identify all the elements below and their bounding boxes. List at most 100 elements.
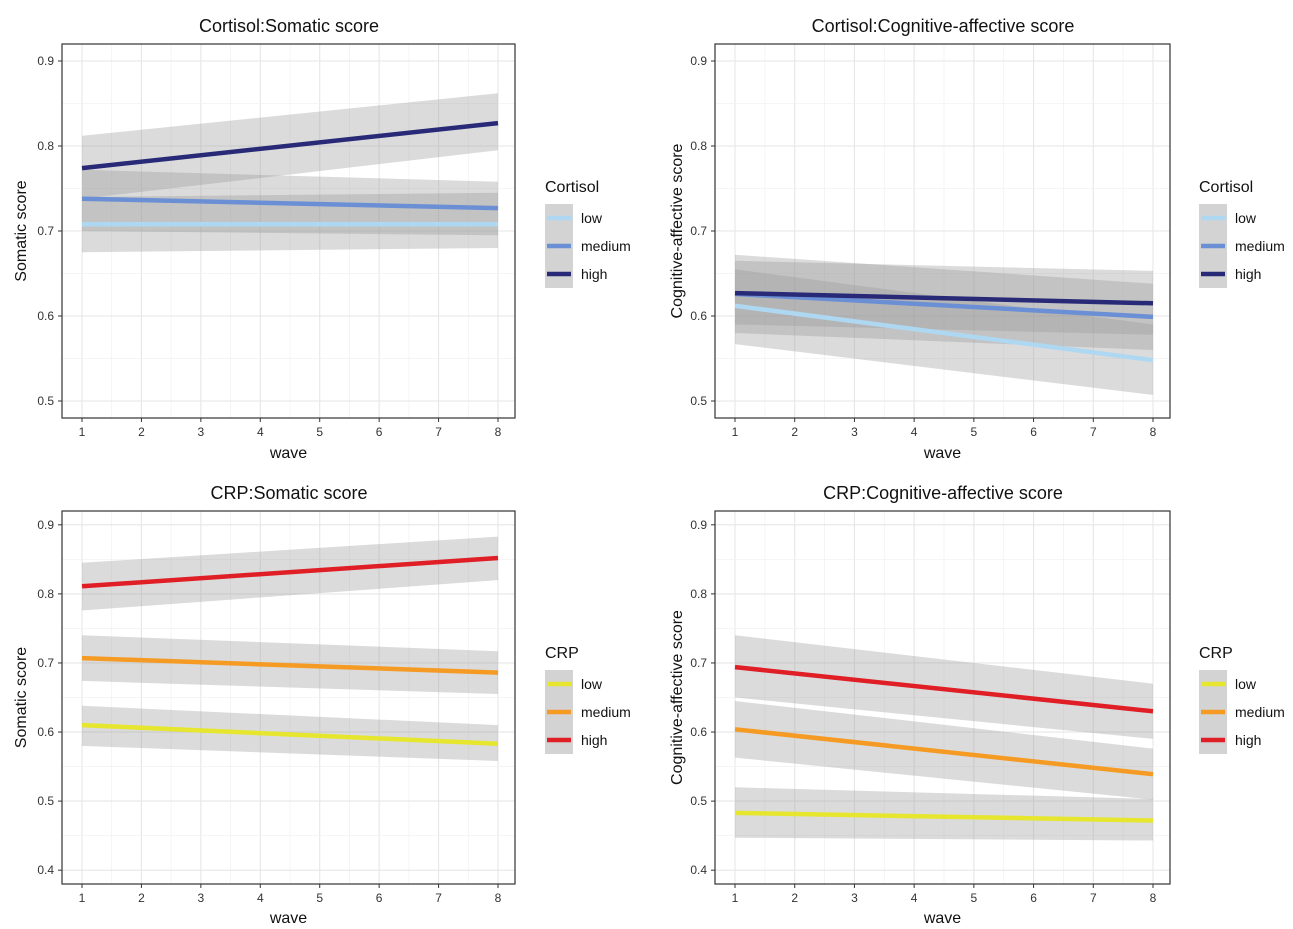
legend-title: Cortisol <box>1199 179 1253 196</box>
x-tick-label: 2 <box>791 891 798 905</box>
x-tick-label: 3 <box>198 891 205 905</box>
grid <box>62 511 515 884</box>
y-axis-label: Cognitive-affective score <box>669 143 686 318</box>
y-tick-label: 0.6 <box>690 725 707 739</box>
series-line-medium <box>734 291 1154 320</box>
y-tick-label: 0.5 <box>690 394 707 408</box>
x-axis-label: wave <box>923 445 961 462</box>
legend-label-medium: medium <box>581 238 631 254</box>
x-tick-label: 7 <box>1090 891 1097 905</box>
x-tick-label: 1 <box>732 425 739 439</box>
y-tick-label: 0.5 <box>37 394 54 408</box>
legend-label-high: high <box>1235 266 1261 282</box>
chart-panel-1: 1 2 3 4 5 6 7 8 0.5 0.6 0.7 0.8 0.9 Cortisol:Somatic … <box>13 16 631 462</box>
legend-label-high: high <box>1235 732 1261 748</box>
x-tick-label: 4 <box>911 425 918 439</box>
x-tick-label: 5 <box>971 891 978 905</box>
y-axis-label: Somatic score <box>13 180 30 281</box>
legend: Cortisol low medium high <box>1199 179 1285 288</box>
legend-label-low: low <box>1235 676 1257 692</box>
x-axis-label: wave <box>269 445 307 462</box>
x-tick-label: 4 <box>911 891 918 905</box>
y-tick-label: 0.9 <box>690 54 707 68</box>
series-line-high <box>81 120 499 171</box>
x-tick-label: 6 <box>376 425 383 439</box>
chart-panel-3: 1 2 3 4 5 6 7 8 0.4 0.5 0.6 0.7 0.8 0.9 CRP:Somatic sc… <box>13 483 631 927</box>
y-axis-label: Cognitive-affective score <box>669 610 686 785</box>
x-axis-label: wave <box>269 910 307 927</box>
x-tick-label: 8 <box>495 425 502 439</box>
confidence-band-low <box>735 787 1153 841</box>
legend-title: CRP <box>1199 645 1233 662</box>
y-tick-label: 0.9 <box>690 518 707 532</box>
legend: Cortisol low medium high <box>545 179 631 288</box>
series-line-high <box>81 555 499 589</box>
x-tick-label: 1 <box>79 891 86 905</box>
x-tick-label: 8 <box>495 891 502 905</box>
y-tick-label: 0.6 <box>37 309 54 323</box>
legend-label-medium: medium <box>581 704 631 720</box>
plot-border <box>714 510 1171 885</box>
x-tick-label: 2 <box>138 891 145 905</box>
legend-label-low: low <box>581 210 603 226</box>
plot-border <box>61 510 516 885</box>
legend-title: Cortisol <box>545 179 599 196</box>
y-tick-label: 0.6 <box>690 309 707 323</box>
legend-label-high: high <box>581 266 607 282</box>
x-tick-label: 5 <box>316 891 323 905</box>
series-line-medium <box>81 655 499 675</box>
y-tick-label: 0.7 <box>37 656 54 670</box>
x-tick-label: 3 <box>198 425 205 439</box>
series-line-low <box>734 303 1154 363</box>
x-tick-label: 8 <box>1150 891 1157 905</box>
chart-panel-4: 1 2 3 4 5 6 7 8 0.4 0.5 0.6 0.7 0.8 0.9 CRP:Cognitive-… <box>669 483 1285 927</box>
chart-title: CRP:Cognitive-affective score <box>823 483 1063 503</box>
legend-label-low: low <box>581 676 603 692</box>
x-tick-label: 7 <box>435 425 442 439</box>
x-tick-label: 7 <box>435 891 442 905</box>
legend-label-low: low <box>1235 210 1257 226</box>
grid <box>62 44 515 418</box>
x-tick-label: 6 <box>1030 891 1037 905</box>
y-tick-label: 0.8 <box>37 139 54 153</box>
y-tick-label: 0.4 <box>690 863 707 877</box>
y-tick-label: 0.7 <box>690 224 707 238</box>
confidence-band-medium <box>735 254 1153 350</box>
x-tick-label: 6 <box>1030 425 1037 439</box>
series-line-high <box>734 290 1154 306</box>
x-tick-label: 5 <box>316 425 323 439</box>
y-axis-label: Somatic score <box>13 647 30 748</box>
y-tick-label: 0.9 <box>37 518 54 532</box>
chart-title: Cortisol:Cognitive-affective score <box>812 16 1075 36</box>
y-tick-label: 0.8 <box>690 587 707 601</box>
x-tick-label: 8 <box>1150 425 1157 439</box>
x-tick-label: 7 <box>1090 425 1097 439</box>
series-line-high <box>734 664 1154 714</box>
legend-title: CRP <box>545 645 579 662</box>
x-axis-label: wave <box>923 910 961 927</box>
chart-panel-2: 1 2 3 4 5 6 7 8 0.5 0.6 0.7 0.8 0.9 Cortisol:Cognitiv… <box>669 16 1285 462</box>
x-tick-label: 1 <box>732 891 739 905</box>
y-tick-label: 0.6 <box>37 725 54 739</box>
x-tick-label: 4 <box>257 425 264 439</box>
series-line-low <box>734 810 1154 823</box>
series-line-medium <box>734 727 1154 777</box>
x-tick-label: 2 <box>791 425 798 439</box>
legend-label-medium: medium <box>1235 704 1285 720</box>
y-tick-label: 0.9 <box>37 54 54 68</box>
y-tick-label: 0.5 <box>690 794 707 808</box>
y-tick-label: 0.8 <box>37 587 54 601</box>
y-tick-label: 0.5 <box>37 794 54 808</box>
x-tick-label: 6 <box>376 891 383 905</box>
x-tick-label: 4 <box>257 891 264 905</box>
x-tick-label: 3 <box>851 891 858 905</box>
y-tick-label: 0.8 <box>690 139 707 153</box>
series-line-medium <box>81 196 499 211</box>
chart-title: Cortisol:Somatic score <box>199 16 379 36</box>
y-tick-label: 0.4 <box>37 863 54 877</box>
x-tick-label: 1 <box>79 425 86 439</box>
legend-label-high: high <box>581 732 607 748</box>
